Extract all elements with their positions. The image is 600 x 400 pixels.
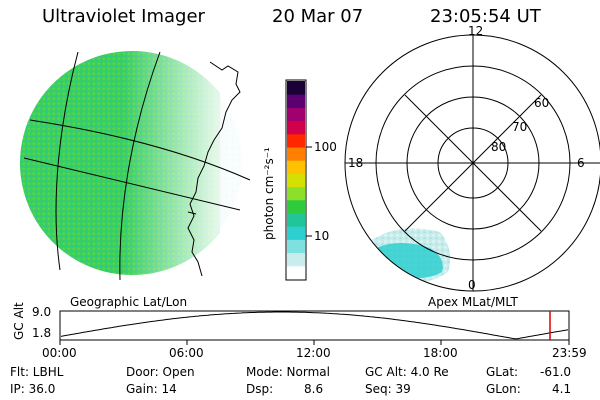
glon-info-value: 4.1 [552,382,572,396]
mlat-label-80: 80 [491,140,507,154]
seq-info: Seq: 39 [365,382,411,396]
geo-panel-label: Geographic Lat/Lon [70,295,188,309]
colorbar-swatch [287,173,305,188]
mlt-label-bottom: 0 [468,278,476,292]
gc-alt-info: GC Alt: 4.0 Re [365,365,449,379]
glon-info-label: GLon: [486,382,521,396]
alt-ytick-top: 9.0 [32,305,52,319]
colorbar [285,79,312,281]
dsp-info-label: Dsp: [246,382,274,396]
door-info: Door: Open [126,365,195,379]
mlt-label-right: 6 [577,156,585,170]
mlat-label-60: 60 [534,96,550,110]
altitude-plot [59,310,570,345]
colorbar-swatch [287,252,305,267]
geo-grid [23,51,251,281]
apex-polar-plot [344,34,600,292]
colorbar-tick-100: 100 [314,140,337,154]
alt-ytick-bottom: 1.8 [32,326,52,340]
alt-xtick-0: 00:00 [42,346,77,360]
glat-info-value: -61.0 [540,365,572,379]
mode-info: Mode: Normal [246,365,330,379]
glat-info-label: GLat: [486,365,519,379]
colorbar-swatch [287,133,305,148]
colorbar-swatch [287,120,305,135]
colorbar-swatch [287,226,305,240]
gain-info: Gain: 14 [126,382,177,396]
alt-xtick-2: 12:00 [296,346,331,360]
colorbar-unit-label: photon cm⁻²s⁻¹ [262,147,276,240]
colorbar-swatch [287,213,305,227]
colorbar-swatch [287,107,305,122]
colorbar-swatch [287,265,305,280]
time-label: 23:05:54 UT [430,6,541,27]
colorbar-swatch [287,147,305,161]
alt-xtick-4: 23:59 [552,346,587,360]
colorbar-swatch [287,199,305,214]
apex-panel-label: Apex MLat/MLT [428,295,518,309]
alt-ylabel: GC Alt [12,302,26,340]
filter-info: Flt: LBHL [10,365,64,379]
colorbar-swatch [287,186,305,201]
colorbar-tick-10: 10 [314,229,330,243]
dsp-info-value: 8.6 [304,382,324,396]
mlat-label-70: 70 [512,120,528,134]
date-label: 20 Mar 07 [272,6,364,27]
alt-xtick-3: 18:00 [423,346,458,360]
instrument-title: Ultraviolet Imager [42,6,205,27]
mlt-label-top: 12 [468,24,484,38]
colorbar-swatch [287,239,305,254]
colorbar-swatch [287,81,305,95]
alt-xtick-1: 06:00 [169,346,204,360]
colorbar-swatch [287,160,305,174]
mlt-label-left: 18 [348,156,364,170]
ip-info: IP: 36.0 [10,382,56,396]
colorbar-swatch [287,94,305,108]
coastline [187,61,241,277]
geographic-image [20,51,251,281]
